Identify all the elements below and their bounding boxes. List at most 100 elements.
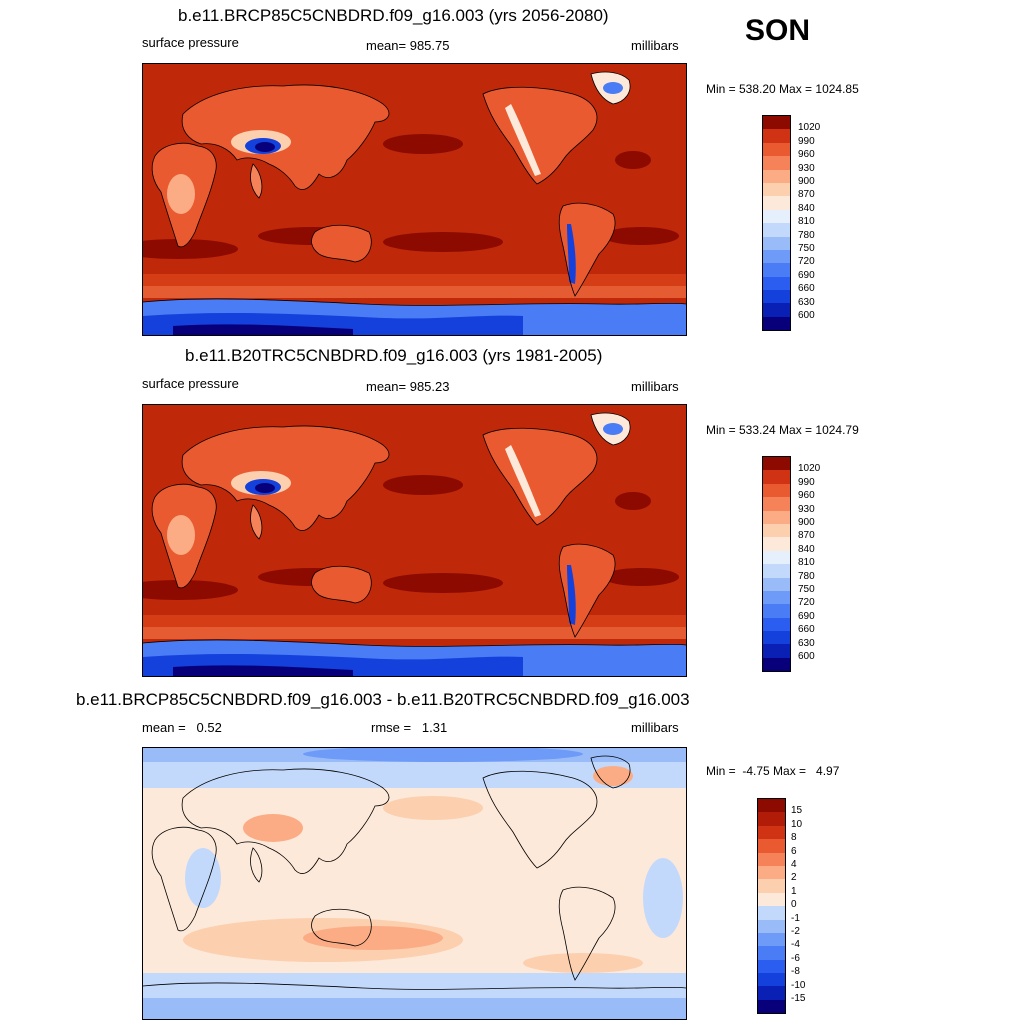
colorbar-tick-label: 600 — [798, 310, 815, 321]
panel-3-colorbar — [757, 798, 786, 1015]
map-field — [143, 64, 686, 335]
colorbar-segment — [763, 169, 790, 183]
colorbar-tick-label: 1 — [791, 885, 797, 897]
panel-3-minmax: Min = -4.75 Max = 4.97 — [706, 764, 840, 778]
colorbar-tick-label: 0 — [791, 899, 797, 911]
colorbar-segment — [758, 973, 785, 987]
colorbar-segment — [763, 316, 790, 331]
colorbar-segment — [763, 290, 790, 304]
colorbar-segment — [758, 879, 785, 893]
colorbar-tick-label: 750 — [798, 584, 815, 595]
panel-2-colorbar — [762, 456, 791, 673]
colorbar-segment — [763, 182, 790, 197]
colorbar-segment — [763, 223, 790, 237]
colorbar-segment — [763, 523, 790, 538]
map-field — [143, 405, 686, 676]
colorbar-tick-label: 870 — [798, 189, 815, 201]
colorbar-tick-label: -2 — [791, 926, 800, 937]
colorbar-tick-label: 8 — [791, 832, 797, 844]
panel-2-map — [142, 404, 687, 677]
colorbar-tick-label: 2 — [791, 872, 797, 884]
colorbar-segment — [763, 156, 790, 170]
colorbar-segment — [763, 263, 790, 277]
colorbar-tick-label: 1020 — [798, 463, 821, 475]
colorbar-tick-label: 780 — [798, 570, 815, 582]
colorbar-tick-label: 15 — [791, 805, 803, 817]
colorbar-tick-label: -6 — [791, 952, 800, 964]
colorbar-tick-label: 990 — [798, 476, 815, 488]
colorbar-segment — [763, 644, 790, 658]
panel-1-title: b.e11.BRCP85C5CNBDRD.f09_g16.003 (yrs 20… — [178, 6, 609, 25]
season-label: SON — [745, 14, 811, 47]
panel-3-units-label: millibars — [631, 720, 679, 735]
colorbar-segment — [763, 129, 790, 143]
colorbar-segment — [758, 986, 785, 1000]
panel-1-mean-label: mean= 985.75 — [366, 38, 450, 53]
colorbar-tick-label: 630 — [798, 296, 815, 308]
colorbar-segment — [758, 932, 785, 947]
colorbar-tick-label: 4 — [791, 859, 797, 870]
colorbar-tick-label: 600 — [798, 651, 815, 662]
colorbar-segment — [763, 617, 790, 632]
colorbar-segment — [763, 483, 790, 498]
colorbar-segment — [763, 510, 790, 524]
colorbar-tick-label: 990 — [798, 135, 815, 147]
colorbar-segment — [763, 209, 790, 224]
colorbar-segment — [758, 959, 785, 974]
colorbar-segment — [763, 303, 790, 317]
colorbar-tick-label: 720 — [798, 597, 815, 609]
colorbar-tick-label: 960 — [798, 149, 815, 161]
colorbar-tick-label: 840 — [798, 202, 815, 214]
colorbar-tick-label: 810 — [798, 216, 815, 228]
panel-1-variable-label: surface pressure — [142, 35, 239, 50]
panel-3-rmse-label: rmse = 1.31 — [371, 720, 448, 735]
colorbar-segment — [758, 906, 785, 920]
colorbar-segment — [763, 590, 790, 605]
panel-2-minmax: Min = 533.24 Max = 1024.79 — [706, 423, 859, 437]
colorbar-segment — [763, 537, 790, 551]
colorbar-segment — [758, 799, 785, 813]
colorbar-tick-label: 750 — [798, 243, 815, 254]
colorbar-tick-label: -8 — [791, 966, 800, 978]
colorbar-segment — [763, 550, 790, 565]
panel-1-units-label: millibars — [631, 38, 679, 53]
colorbar-tick-label: 660 — [798, 283, 815, 295]
panel-1-minmax: Min = 538.20 Max = 1024.85 — [706, 82, 859, 96]
panel-2-mean-label: mean= 985.23 — [366, 379, 450, 394]
colorbar-tick-label: -15 — [791, 993, 806, 1004]
panel-1-colorbar — [762, 115, 791, 332]
colorbar-segment — [758, 946, 785, 960]
colorbar-tick-label: 780 — [798, 229, 815, 241]
colorbar-tick-label: -10 — [791, 979, 806, 991]
colorbar-tick-label: 630 — [798, 637, 815, 649]
colorbar-tick-label: 690 — [798, 610, 815, 622]
colorbar-tick-label: 810 — [798, 557, 815, 569]
colorbar-tick-label: 900 — [798, 517, 815, 528]
colorbar-segment — [763, 116, 790, 130]
colorbar-tick-label: 690 — [798, 269, 815, 281]
colorbar-segment — [758, 812, 785, 826]
colorbar-segment — [763, 142, 790, 157]
colorbar-segment — [763, 457, 790, 471]
colorbar-tick-label: 10 — [791, 818, 803, 830]
colorbar-tick-label: 6 — [791, 845, 797, 857]
colorbar-segment — [758, 825, 785, 840]
colorbar-segment — [763, 196, 790, 210]
colorbar-tick-label: -4 — [791, 939, 800, 951]
panel-3-map — [142, 747, 687, 1020]
colorbar-segment — [758, 999, 785, 1014]
colorbar-segment — [758, 892, 785, 907]
colorbar-segment — [763, 249, 790, 264]
colorbar-segment — [758, 839, 785, 853]
colorbar-tick-label: 840 — [798, 543, 815, 555]
colorbar-segment — [763, 577, 790, 591]
colorbar-segment — [763, 236, 790, 250]
panel-2-variable-label: surface pressure — [142, 376, 239, 391]
colorbar-tick-label: 660 — [798, 624, 815, 636]
colorbar-tick-label: 720 — [798, 256, 815, 268]
colorbar-segment — [763, 657, 790, 672]
colorbar-segment — [763, 631, 790, 645]
colorbar-tick-label: 1020 — [798, 122, 821, 134]
map-field — [143, 748, 686, 1019]
colorbar-segment — [763, 470, 790, 484]
